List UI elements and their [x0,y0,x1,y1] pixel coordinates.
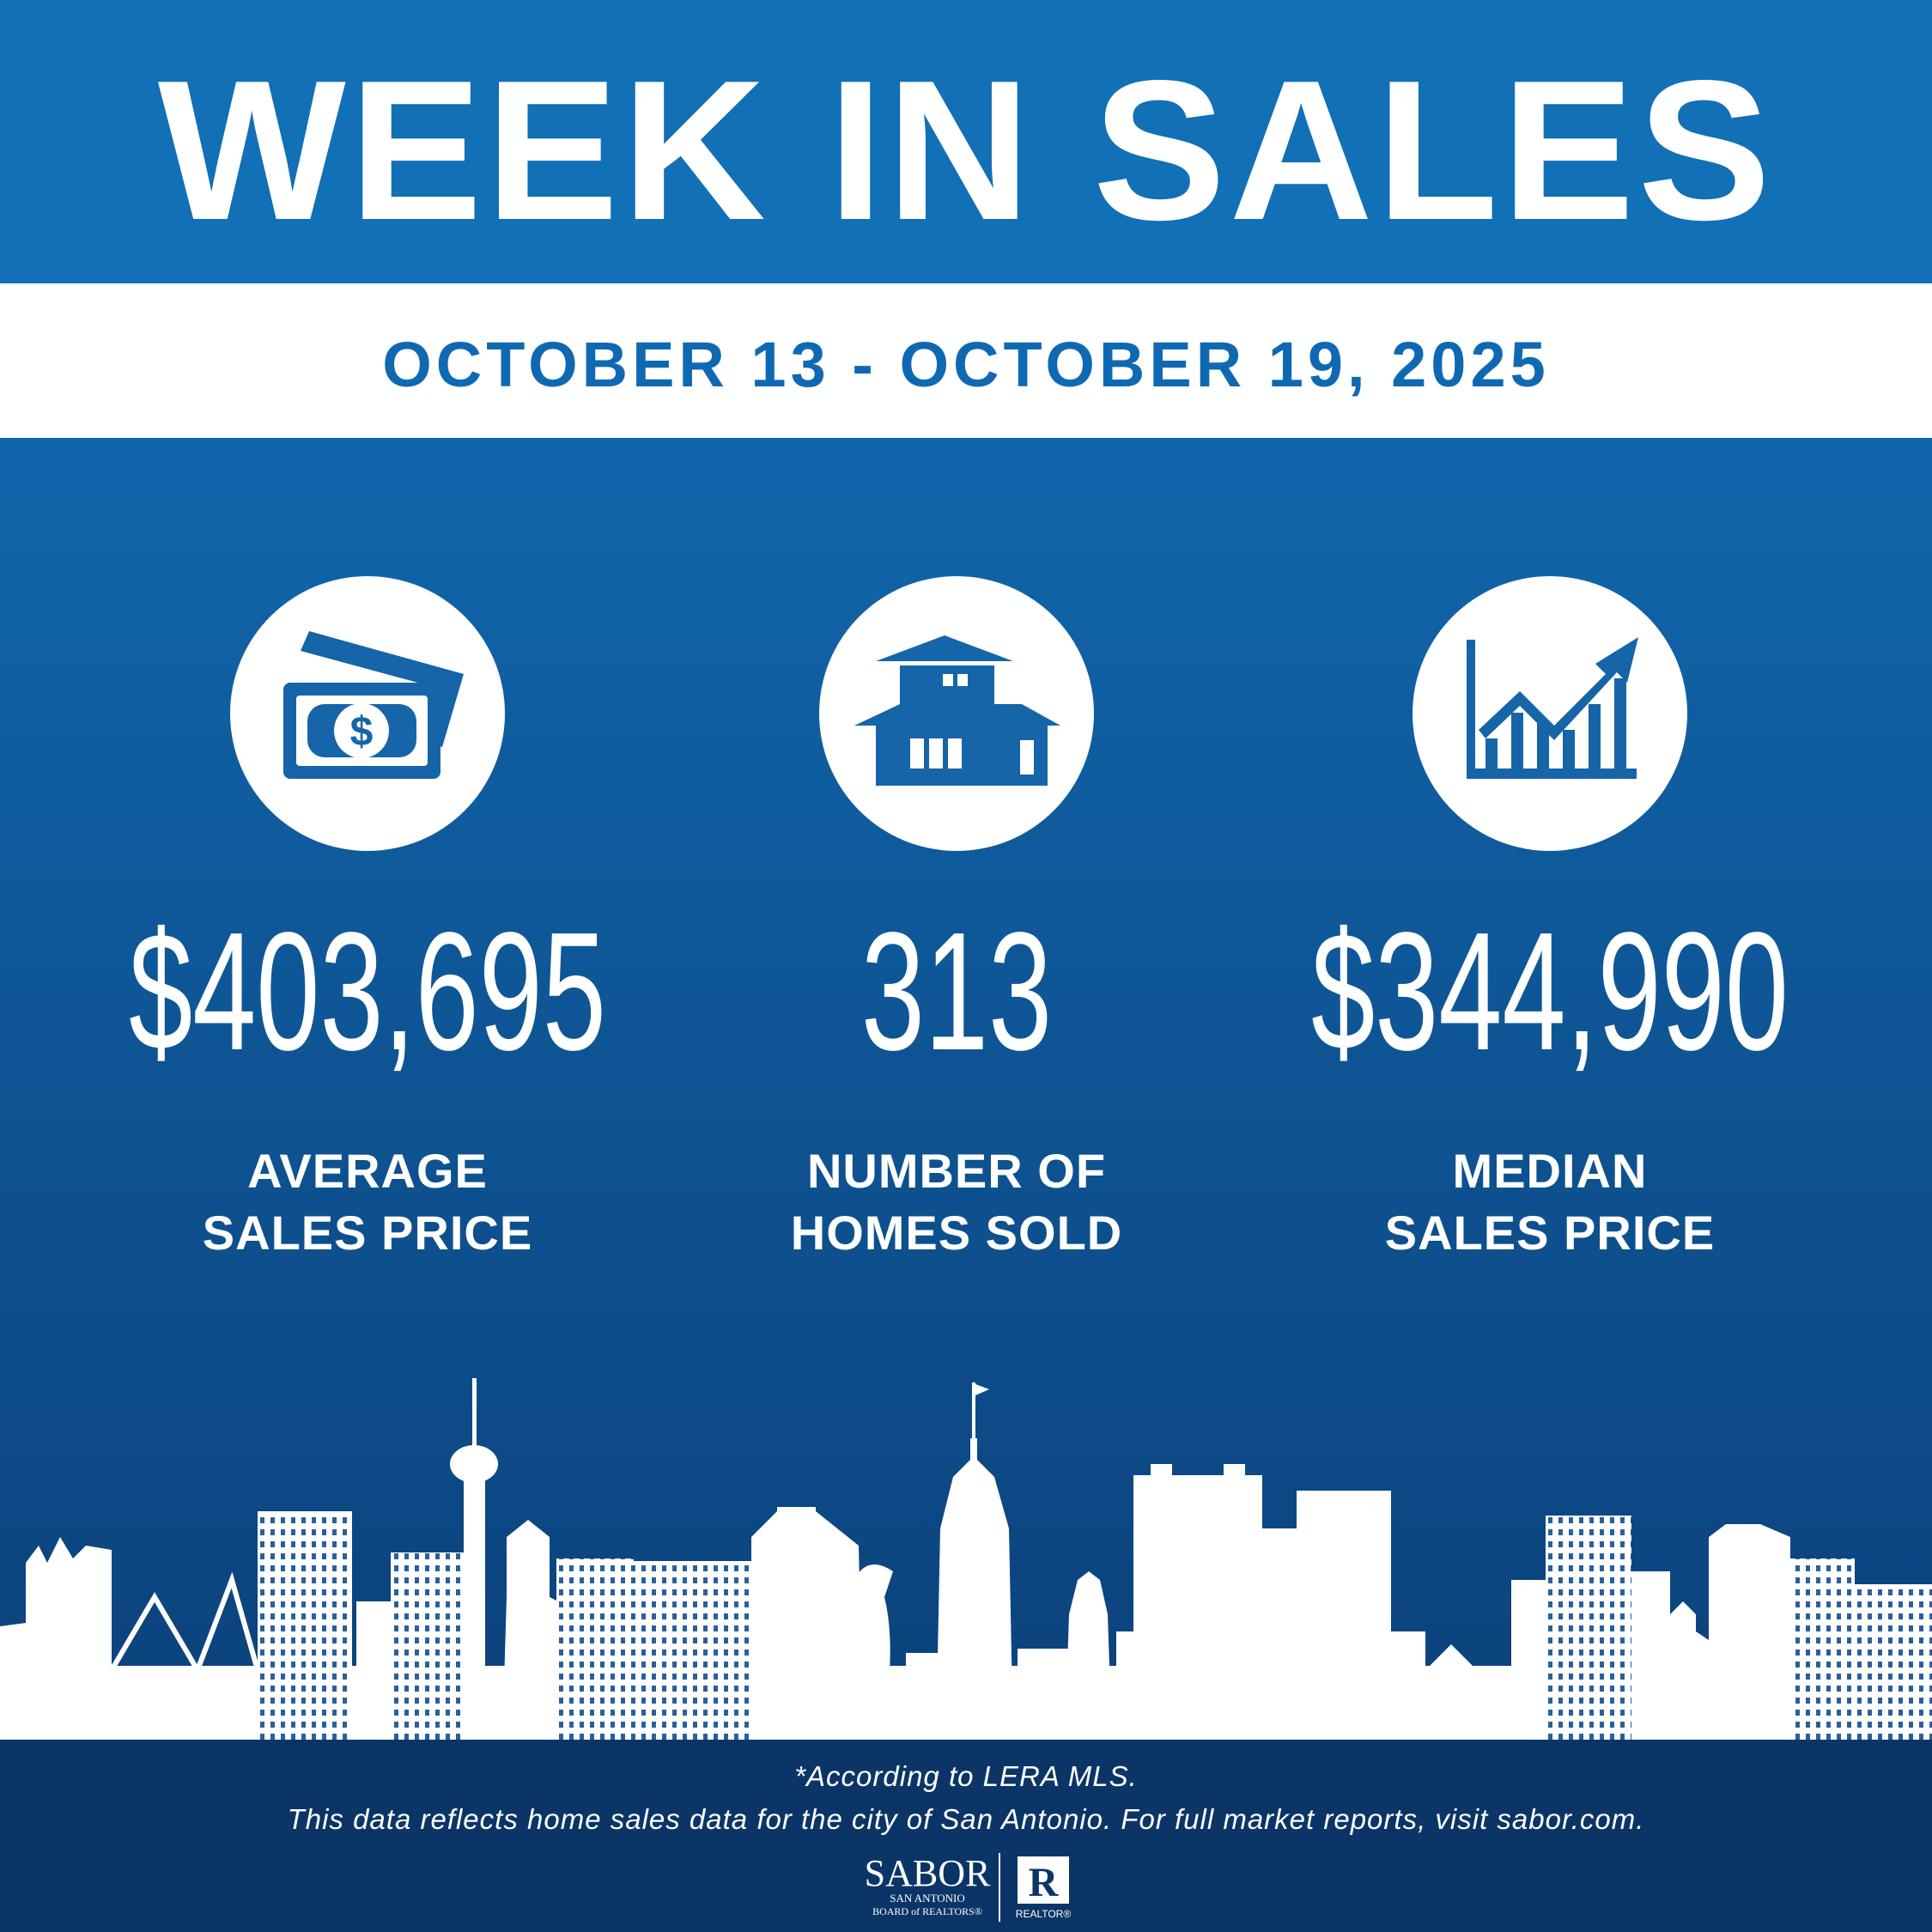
title-band [0,0,1932,283]
stat-value: $344,990 [1311,896,1789,1085]
title: WEEK IN SALES [158,39,1774,262]
stat-value: 313 [861,896,1052,1085]
stat-label: SALES PRICE [1385,1206,1715,1260]
growth-icon [1467,637,1638,779]
logo: SABOR SAN ANTONIO BOARD of REALTORS® R R… [865,1852,1072,1922]
svg-text:$: $ [350,709,374,755]
realtor-text: REALTOR® [1016,1908,1072,1920]
realtor-mark: R [1029,1860,1060,1905]
stat-label: SALES PRICE [203,1206,532,1260]
divider [999,1853,1000,1922]
stat-label: NUMBER OF [807,1144,1106,1198]
date-band [0,283,1932,438]
logo-line: SAN ANTONIO [890,1892,965,1905]
logo-line: BOARD of REALTORS® [872,1905,982,1917]
stat-label: AVERAGE [247,1144,488,1198]
footer-band [0,1740,1932,1932]
icons: $ [230,576,1687,851]
icon-circle [1413,576,1687,851]
money-icon: $ [283,631,464,779]
logo-name: SABOR [865,1852,991,1894]
stat-label: HOMES SOLD [791,1206,1122,1260]
stat-label: MEDIAN [1453,1144,1648,1198]
footer-disclaimer: This data reflects home sales data for t… [288,1803,1645,1835]
stat-value: $403,695 [129,896,606,1085]
skyline [0,1378,1932,1741]
stats: $403,695 AVERAGE SALES PRICE 313 NUMBER OF HO… [129,896,1789,1260]
footer-note: *According to LERA MLS. [794,1760,1138,1792]
date-range: OCTOBER 13 - OCTOBER 19, 2025 [382,329,1550,400]
realtor-box [1018,1856,1069,1904]
house-icon [854,635,1060,786]
